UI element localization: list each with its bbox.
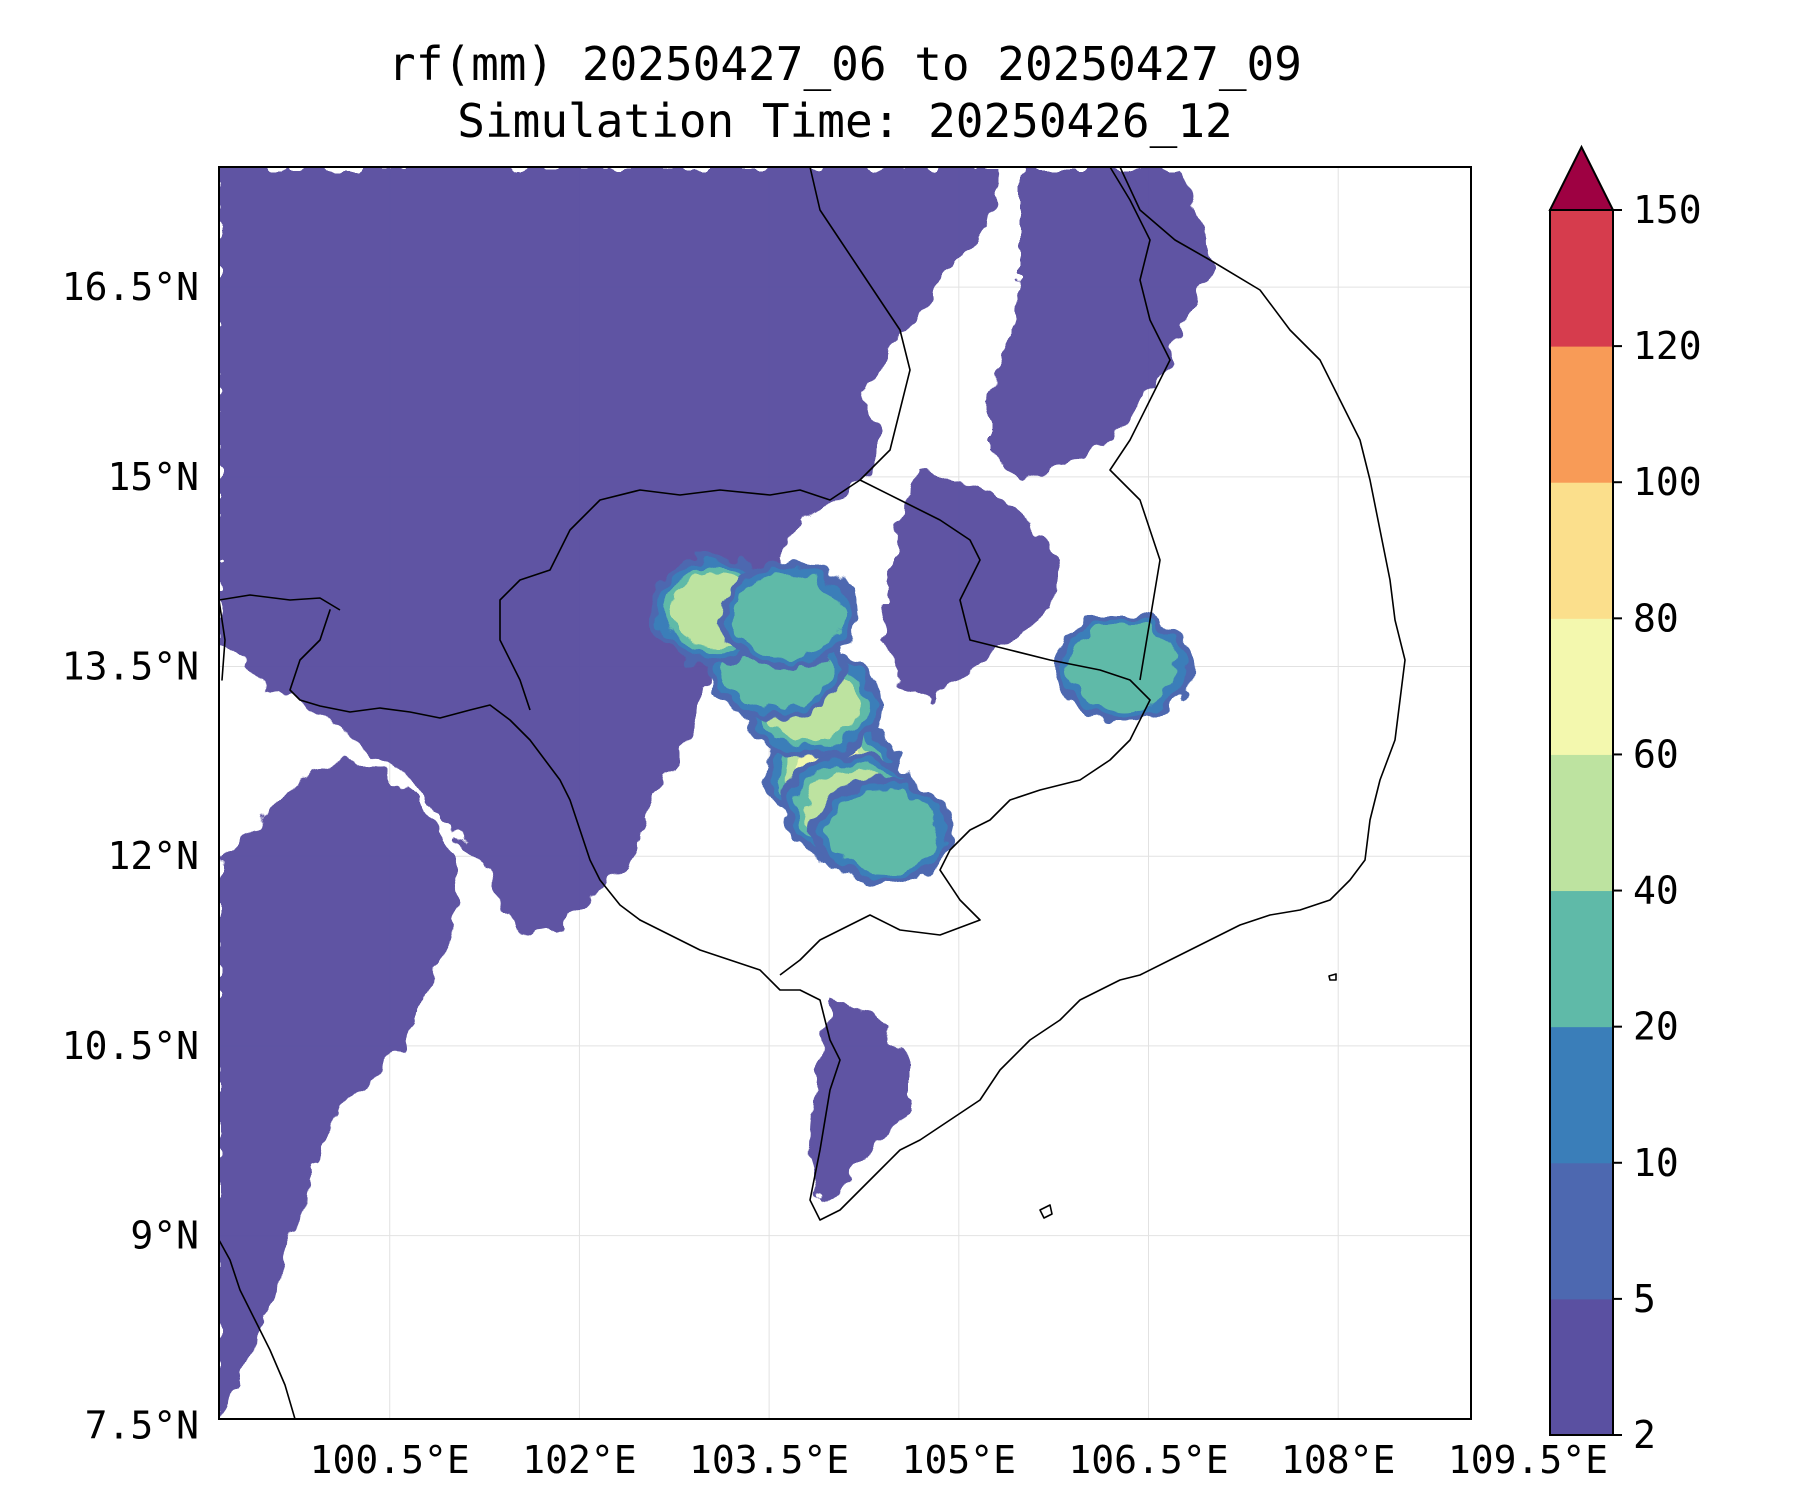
y-tick-label: 15°N	[107, 455, 199, 499]
colorbar-segment	[1550, 210, 1613, 347]
rainfall-cell-level-3	[1068, 624, 1178, 709]
rain-region-c	[880, 470, 1060, 700]
x-tick-label: 103.5°E	[689, 1438, 849, 1482]
y-tick-label: 9°N	[130, 1214, 199, 1258]
y-tick-label: 12°N	[107, 834, 199, 878]
x-tick-label: 100.5°E	[310, 1438, 470, 1482]
rainfall-cells	[648, 555, 1194, 885]
colorbar-label: 40	[1633, 869, 1679, 913]
colorbar-segment	[1550, 618, 1613, 755]
map-title-line2: Simulation Time: 20250426_12	[457, 94, 1232, 148]
map-title-line1: rf(mm) 20250427_06 to 20250427_09	[388, 37, 1302, 91]
x-tick-label: 102°E	[522, 1438, 636, 1482]
colorbar-segment	[1550, 346, 1613, 483]
rainfall-cell-level-3	[733, 573, 843, 658]
coastline-peninsula-2	[219, 599, 226, 681]
y-tick-label: 13.5°N	[62, 645, 199, 689]
colorbar-segment	[1550, 482, 1613, 619]
island-2	[1328, 973, 1337, 981]
coastline-peninsula	[219, 1239, 296, 1419]
colorbar-label: 5	[1633, 1277, 1656, 1321]
y-axis-ticks: 7.5°N 9°N 10.5°N 12°N 13.5°N 15°N 16.5°N	[62, 265, 199, 1447]
colorbar-label: 10	[1633, 1141, 1679, 1185]
colorbar-extend-arrow	[1548, 144, 1615, 211]
y-tick-label: 16.5°N	[62, 265, 199, 309]
colorbar-label: 20	[1633, 1005, 1679, 1049]
island-1	[1039, 1204, 1053, 1219]
x-tick-label: 108°E	[1281, 1438, 1395, 1482]
colorbar-segment	[1550, 1162, 1613, 1300]
colorbar: 2 5 10 20 40 60 80 100 120 150	[1548, 144, 1702, 1457]
colorbar-segment	[1550, 890, 1613, 1028]
rainfall-field	[219, 167, 1210, 1419]
x-tick-label: 106.5°E	[1068, 1438, 1228, 1482]
y-tick-label: 7.5°N	[85, 1403, 199, 1447]
colorbar-label: 60	[1633, 732, 1679, 776]
border-thai-west	[219, 594, 341, 611]
border-cambodia-vietnam	[779, 479, 1151, 976]
colorbar-label: 120	[1633, 324, 1702, 368]
x-axis-ticks: 100.5°E 102°E 103.5°E 105°E 106.5°E 108°E 109.…	[310, 1438, 1608, 1482]
map-frame	[218, 166, 1472, 1420]
coastline-gulf	[289, 609, 641, 921]
country-borders	[219, 167, 1171, 976]
colorbar-label: 100	[1633, 460, 1702, 504]
rain-region-nw	[219, 167, 1000, 935]
rain-region-ne	[990, 167, 1210, 480]
border-thai-laos	[499, 167, 911, 711]
colorbar-label: 2	[1633, 1413, 1656, 1457]
border-laos-vietnam	[1109, 167, 1171, 681]
colorbar-segment	[1550, 1026, 1613, 1164]
y-tick-label: 10.5°N	[62, 1024, 199, 1068]
colorbar-label: 80	[1633, 596, 1679, 640]
colorbar-label: 150	[1633, 188, 1702, 232]
coastlines	[219, 167, 1406, 1419]
coastline-vietnam	[639, 167, 1406, 1221]
colorbar-segment	[1550, 1298, 1613, 1436]
map-axes: 100.5°E 102°E 103.5°E 105°E 106.5°E 108°E 109.…	[62, 166, 1608, 1482]
x-tick-label: 109.5°E	[1448, 1438, 1608, 1482]
rain-region-sw	[219, 760, 460, 1419]
x-tick-label: 105°E	[902, 1438, 1016, 1482]
colorbar-frame	[1549, 209, 1614, 1436]
colorbar-segment	[1550, 754, 1613, 892]
rainfall-cell-level-3	[828, 788, 938, 873]
